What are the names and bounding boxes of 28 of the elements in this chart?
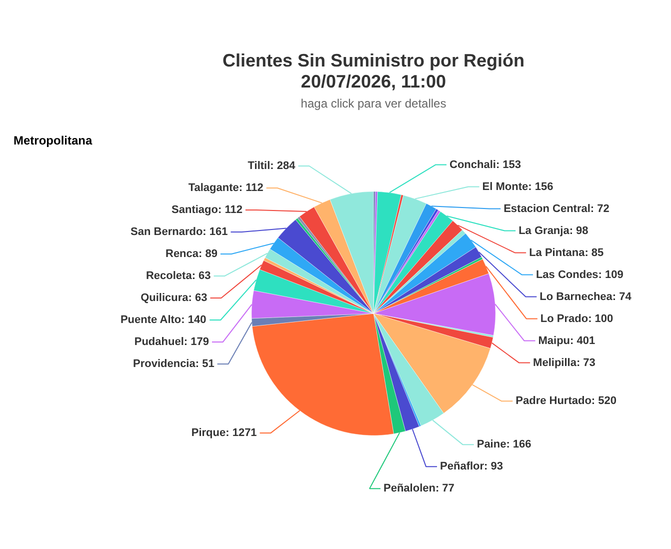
slice-label: Melipilla: 73: [533, 356, 596, 369]
slice-label: Lo Barnechea: 74: [540, 290, 632, 303]
slice-label: Renca: 89: [165, 248, 218, 260]
chart-subtitle: haga click para ver detalles: [300, 96, 446, 110]
slice-label: Las Condes: 109: [536, 268, 624, 281]
slice-label: Conchali: 153: [450, 158, 522, 171]
slice-label: Santiago: 112: [172, 204, 242, 216]
chart-title: Clientes Sin Suministro por Región 20/07/2026, 11:00: [222, 50, 525, 92]
slice-label: Peñaflor: 93: [440, 460, 503, 473]
slice-label: Quilicura: 63: [140, 292, 208, 304]
slice-label: Pudahuel: 179: [134, 336, 209, 348]
slice-label: El Monte: 156: [482, 180, 554, 193]
slice-label: Paine: 166: [476, 438, 532, 451]
slice-label: La Granja: 98: [518, 224, 588, 237]
slice-label: Tiltil: 284: [248, 160, 296, 172]
slice-label: San Bernardo: 161: [130, 226, 228, 238]
slice-label: Padre Hurtado: 520: [516, 395, 617, 408]
slice-label: Recoleta: 63: [146, 270, 211, 282]
slice-label: Maipu: 401: [538, 334, 596, 347]
slice-label: Estacion Central: 72: [504, 202, 610, 215]
slice-label: Pirque: 1271: [191, 426, 257, 439]
text: Metropolitana: [14, 134, 92, 148]
slice-label: Talagante: 112: [188, 182, 264, 194]
slice-label: Lo Prado: 100: [540, 312, 614, 325]
slice-label: La Pintana: 85: [529, 246, 604, 259]
slice-label: Providencia: 51: [133, 358, 214, 370]
slice-label: Puente Alto: 140: [120, 314, 206, 326]
slice-label: Peñalolen: 77: [384, 482, 454, 495]
